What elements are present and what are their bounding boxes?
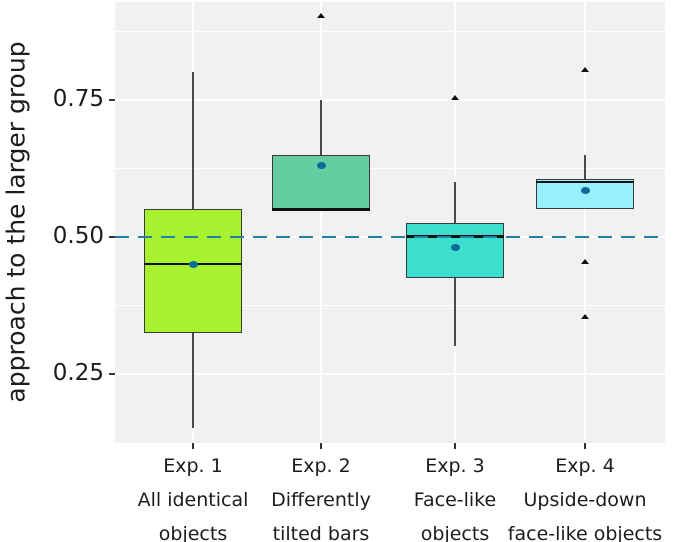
mean-dot <box>316 162 326 170</box>
median-line <box>272 208 370 211</box>
x-tick-label-line: face-like objects <box>507 523 663 542</box>
x-tick-mark <box>454 443 456 449</box>
y-tick-label: 0.50 <box>52 222 104 249</box>
gridline-minor <box>115 30 665 32</box>
x-tick-label: Exp. 4 Upside-down face-like objects <box>475 449 685 542</box>
x-tick-label: Exp. 2 Differently tilted bars <box>211 449 431 542</box>
gridline-vertical <box>584 2 586 443</box>
gridline-vertical <box>320 2 322 443</box>
y-tick-mark <box>109 98 115 101</box>
outlier-marker <box>580 259 589 265</box>
outlier-marker <box>580 313 589 319</box>
y-tick-mark <box>109 235 115 238</box>
whisker-lower <box>454 277 456 347</box>
x-tick-label: Exp. 3 Face-like objects <box>345 449 565 542</box>
gridline-major <box>115 372 665 375</box>
x-tick-label-line: Exp. 4 <box>555 455 615 477</box>
outlier-marker <box>316 12 325 18</box>
x-tick-label: Exp. 1 All identical objects <box>83 449 303 542</box>
x-tick-label-line: Exp. 2 <box>291 455 351 477</box>
outlier-marker <box>450 94 459 100</box>
plot-area <box>115 2 665 443</box>
x-tick-label-line: objects <box>158 523 228 542</box>
gridline-minor <box>115 304 665 306</box>
x-tick-mark <box>320 443 322 449</box>
median-line <box>536 180 634 184</box>
gridline-minor <box>115 167 665 169</box>
mean-dot <box>188 260 198 268</box>
whisker-lower <box>192 332 194 429</box>
mean-dot <box>450 244 460 252</box>
reference-line <box>115 235 665 238</box>
y-tick-label: 0.25 <box>52 359 104 386</box>
x-tick-label-line: Differently <box>271 489 371 511</box>
x-tick-label-line: Exp. 1 <box>163 455 223 477</box>
whisker-upper <box>584 154 586 180</box>
mean-dot <box>580 186 590 194</box>
x-tick-label-line: All identical <box>137 489 249 511</box>
x-tick-mark <box>192 443 194 449</box>
y-tick-mark <box>109 372 115 375</box>
box-exp-1 <box>144 209 242 333</box>
whisker-upper <box>320 99 322 155</box>
box-exp-4 <box>536 179 634 210</box>
x-tick-mark <box>584 443 586 449</box>
x-tick-label-line: Exp. 3 <box>425 455 485 477</box>
y-tick-label: 0.75 <box>52 85 104 112</box>
whisker-upper <box>192 72 194 210</box>
x-tick-label-line: tilted bars <box>272 523 370 542</box>
gridline-major <box>115 98 665 101</box>
whisker-upper <box>454 181 456 224</box>
x-tick-label-line: objects <box>420 523 490 542</box>
outlier-marker <box>580 67 589 73</box>
x-tick-label-line: Upside-down <box>523 489 647 511</box>
x-tick-label-line: Face-like <box>413 489 497 511</box>
